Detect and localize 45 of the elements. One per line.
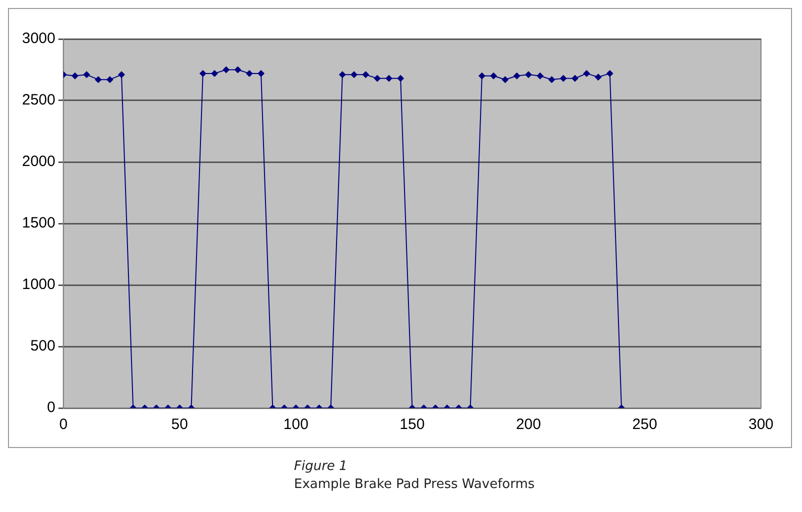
x-tick-label: 50 xyxy=(171,416,188,434)
point xyxy=(118,71,126,78)
point xyxy=(338,71,346,78)
x-tick-label: 250 xyxy=(632,416,658,434)
x-tick-label: 0 xyxy=(59,416,68,434)
point xyxy=(478,72,486,80)
point xyxy=(222,66,230,74)
point xyxy=(385,74,392,82)
point xyxy=(502,76,509,84)
point xyxy=(83,71,90,78)
point xyxy=(350,71,358,78)
y-tick-label: 2500 xyxy=(22,92,56,109)
point xyxy=(513,72,520,80)
text: Example Brake Pad Press Waveforms xyxy=(294,476,536,494)
caption: Figure 1 xyxy=(294,458,348,476)
x-tick-label: 100 xyxy=(283,416,308,434)
point xyxy=(94,76,102,84)
point xyxy=(374,74,381,82)
point xyxy=(397,74,404,82)
y-tick-label: 2000 xyxy=(22,153,56,170)
x-tick-label: 150 xyxy=(400,416,425,434)
point xyxy=(246,70,253,77)
point xyxy=(234,66,242,74)
point xyxy=(211,70,218,77)
point xyxy=(548,76,556,84)
point xyxy=(571,74,578,82)
y-tick-label: 1500 xyxy=(22,214,56,232)
point xyxy=(258,70,265,77)
y-tick-label: 1000 xyxy=(22,276,56,294)
point xyxy=(606,70,614,77)
point xyxy=(560,74,567,82)
x-tick-label: 300 xyxy=(748,416,774,434)
point xyxy=(362,71,370,78)
point xyxy=(199,70,206,77)
point xyxy=(536,72,544,80)
y-tick-label: 0 xyxy=(47,399,56,416)
point xyxy=(583,70,590,77)
y-tick-label: 3000 xyxy=(22,30,56,48)
x-tick-label: 200 xyxy=(516,416,541,434)
point xyxy=(594,74,602,81)
y-tick-label: 500 xyxy=(30,338,56,355)
point xyxy=(490,72,498,80)
point xyxy=(106,76,114,84)
point xyxy=(524,71,532,78)
point xyxy=(71,72,78,80)
